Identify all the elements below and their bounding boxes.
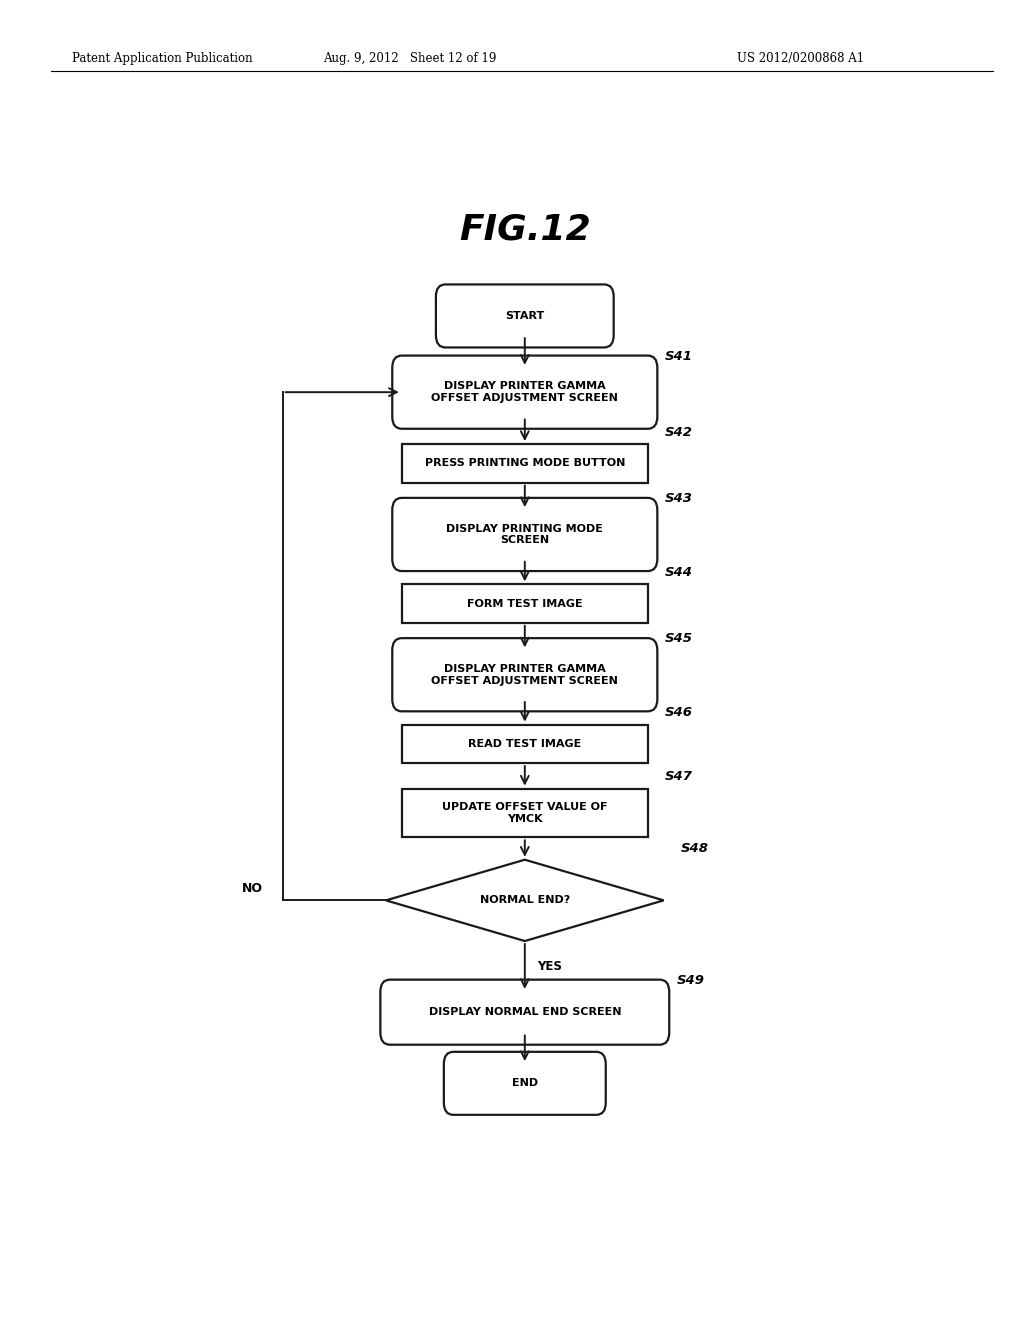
Text: NO: NO: [242, 882, 263, 895]
Text: DISPLAY PRINTER GAMMA
OFFSET ADJUSTMENT SCREEN: DISPLAY PRINTER GAMMA OFFSET ADJUSTMENT …: [431, 381, 618, 403]
Bar: [401, 725, 648, 763]
Text: END: END: [512, 1078, 538, 1088]
Text: S43: S43: [666, 492, 693, 506]
Text: FORM TEST IMAGE: FORM TEST IMAGE: [467, 598, 583, 609]
Text: S48: S48: [681, 842, 710, 854]
Bar: [401, 788, 648, 837]
FancyBboxPatch shape: [392, 638, 657, 711]
Text: S42: S42: [666, 426, 693, 440]
Text: READ TEST IMAGE: READ TEST IMAGE: [468, 739, 582, 748]
Text: S47: S47: [666, 771, 693, 784]
Text: START: START: [505, 312, 545, 321]
Text: DISPLAY NORMAL END SCREEN: DISPLAY NORMAL END SCREEN: [429, 1007, 621, 1018]
Text: S45: S45: [666, 632, 693, 645]
Text: S41: S41: [666, 350, 693, 363]
Text: Aug. 9, 2012   Sheet 12 of 19: Aug. 9, 2012 Sheet 12 of 19: [323, 51, 497, 65]
Text: US 2012/0200868 A1: US 2012/0200868 A1: [737, 51, 864, 65]
Text: FIG.12: FIG.12: [459, 213, 591, 247]
Text: Patent Application Publication: Patent Application Publication: [72, 51, 252, 65]
Bar: [401, 444, 648, 483]
Polygon shape: [386, 859, 664, 941]
Text: YES: YES: [537, 960, 561, 973]
Text: NORMAL END?: NORMAL END?: [479, 895, 570, 906]
FancyBboxPatch shape: [392, 355, 657, 429]
Text: DISPLAY PRINTING MODE
SCREEN: DISPLAY PRINTING MODE SCREEN: [446, 524, 603, 545]
Text: S44: S44: [666, 566, 693, 579]
Text: UPDATE OFFSET VALUE OF
YMCK: UPDATE OFFSET VALUE OF YMCK: [442, 803, 607, 824]
Bar: [401, 585, 648, 623]
FancyBboxPatch shape: [380, 979, 670, 1044]
FancyBboxPatch shape: [443, 1052, 606, 1115]
Text: S46: S46: [666, 706, 693, 719]
FancyBboxPatch shape: [436, 284, 613, 347]
Text: PRESS PRINTING MODE BUTTON: PRESS PRINTING MODE BUTTON: [425, 458, 625, 469]
FancyBboxPatch shape: [392, 498, 657, 572]
Text: DISPLAY PRINTER GAMMA
OFFSET ADJUSTMENT SCREEN: DISPLAY PRINTER GAMMA OFFSET ADJUSTMENT …: [431, 664, 618, 685]
Text: S49: S49: [677, 974, 706, 987]
